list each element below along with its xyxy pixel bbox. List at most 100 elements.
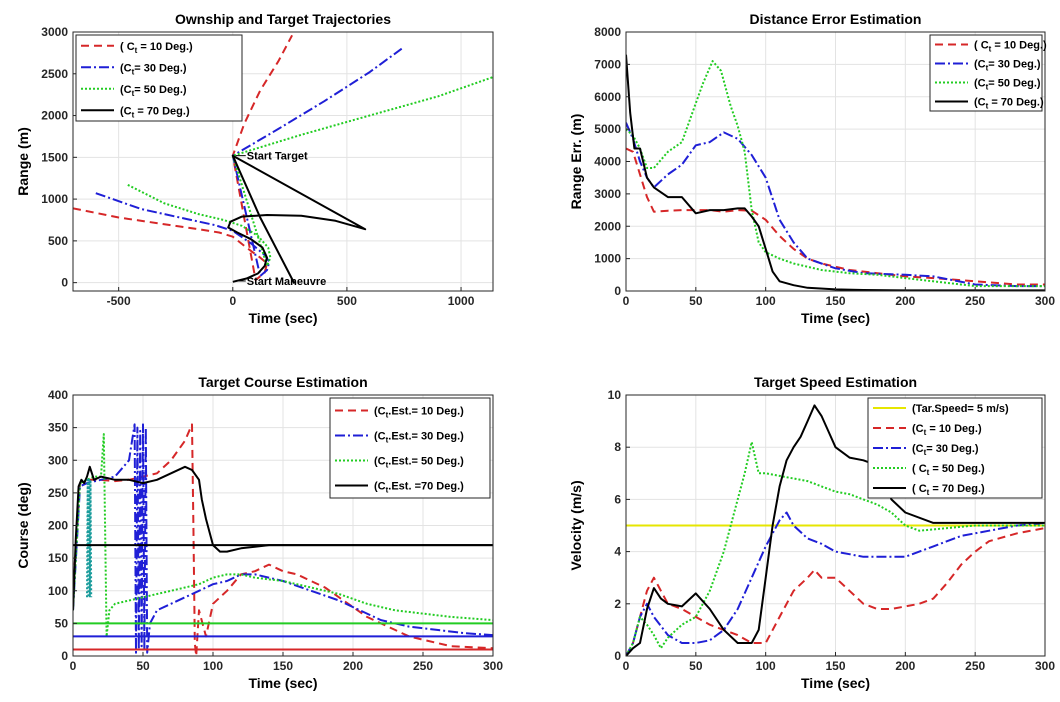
x-tick-label: 100	[756, 659, 776, 673]
x-tick-label: 1000	[448, 294, 475, 308]
legend-label-text: (C	[374, 456, 386, 468]
legend-label-subscript: t	[986, 83, 989, 92]
y-tick-label: 300	[48, 453, 68, 467]
legend-label-subscript: t	[132, 89, 135, 98]
legend-label: (Tar.Speed= 5 m/s)	[912, 403, 1009, 415]
series-line-4	[73, 465, 493, 611]
y-tick-label: 7000	[594, 57, 621, 71]
legend-label-text: (C	[912, 443, 924, 455]
x-tick-label: 50	[689, 294, 703, 308]
chart-3: 0 50 100 150 200 250 300 0 50 100 150 200 250 300 350 4…	[15, 374, 503, 691]
legend-label-text: (C	[120, 105, 132, 117]
y-tick-label: 10	[608, 388, 622, 402]
legend-label: (Ct.Est. =70 Deg.)	[374, 481, 464, 495]
x-tick-label: 200	[895, 659, 915, 673]
legend-label-text: = 70 Deg.)	[988, 97, 1044, 109]
legend-label-text: (C	[374, 406, 386, 418]
legend-label: (Ct = 70 Deg.)	[974, 97, 1044, 111]
y-tick-label: 0	[61, 276, 68, 290]
y-tick-label: 0	[614, 284, 621, 298]
x-tick-label: 250	[413, 659, 433, 673]
x-tick-label: 50	[136, 659, 150, 673]
legend-label-text: (C	[374, 481, 386, 493]
chart-2: 0 50 100 150 200 250 3000100020003000400050006…	[568, 11, 1055, 326]
chart-title: Distance Error Estimation	[750, 11, 922, 27]
y-axis-label: Range Err. (m)	[568, 114, 584, 210]
y-tick-label: 3000	[41, 25, 68, 39]
legend-label: ( Ct = 10 Deg.)	[974, 40, 1047, 54]
legend-label: (Ct= 30 Deg.)	[912, 443, 979, 457]
legend-label-subscript: t	[386, 411, 389, 420]
legend-label: (Ct= 50 Deg.)	[974, 78, 1041, 92]
legend-label-text: ( C	[120, 41, 135, 53]
legend-label-text: ( C	[974, 40, 989, 52]
legend-label-text: = 10 Deg.)	[991, 40, 1047, 52]
y-tick-label: 5000	[594, 122, 621, 136]
legend-label-text: = 30 Deg.)	[134, 62, 187, 74]
legend-label-text: ( C	[912, 483, 927, 495]
x-tick-label: 250	[965, 294, 985, 308]
y-tick-label: 8000	[594, 25, 621, 39]
legend-label-text: .Est. =70 Deg.)	[388, 481, 464, 493]
series-line-3	[626, 511, 1045, 656]
legend-label-text: = 50 Deg.)	[929, 463, 985, 475]
chart-title: Target Speed Estimation	[754, 374, 917, 390]
legend-box	[929, 34, 1043, 112]
y-tick-label: 250	[48, 486, 68, 500]
legend-label-text: (C	[120, 84, 132, 96]
x-tick-label: 0	[623, 294, 630, 308]
x-axis-label: Time (sec)	[801, 310, 870, 326]
y-tick-label: 400	[48, 388, 68, 402]
y-tick-label: 200	[48, 519, 68, 533]
legend-label-text: = 10 Deg.)	[137, 41, 193, 53]
legend-label: (Ct= 30 Deg.)	[120, 62, 187, 76]
legend: (Tar.Speed= 5 m/s)(Ct = 10 Deg.)(Ct= 30 …	[867, 397, 1043, 499]
legend-label-subscript: t	[386, 461, 389, 470]
x-tick-label: 0	[229, 294, 236, 308]
x-tick-label: 500	[337, 294, 357, 308]
y-tick-label: 0	[61, 649, 68, 663]
legend-label-text: = 10 Deg.)	[926, 423, 982, 435]
legend-label-subscript: t	[924, 428, 927, 437]
series-line-5	[86, 478, 93, 599]
legend-label-subscript: t	[927, 488, 930, 497]
legend-label-subscript: t	[386, 436, 389, 445]
x-tick-label: 100	[756, 294, 776, 308]
legend: ( Ct = 10 Deg.)(Ct= 30 Deg.)(Ct= 50 Deg.…	[929, 34, 1047, 112]
legend-label-text: .Est.= 30 Deg.)	[388, 431, 464, 443]
legend-label: (Ct = 70 Deg.)	[120, 105, 190, 119]
y-tick-label: 4000	[594, 155, 621, 169]
chart-4: 0 50 100 150 200 250 300 0 2 4 6 8 10 Target Speed Es…	[568, 374, 1055, 691]
legend-label-text: = 70 Deg.)	[134, 105, 190, 117]
legend-label-text: (C	[120, 62, 132, 74]
legend-label-text: (C	[974, 59, 986, 71]
x-axis-label: Time (sec)	[801, 675, 870, 691]
x-tick-label: 100	[203, 659, 223, 673]
legend-label: (Ct.Est.= 50 Deg.)	[374, 456, 464, 470]
x-tick-label: 250	[965, 659, 985, 673]
x-tick-label: 150	[825, 294, 845, 308]
legend-label: ( Ct = 70 Deg.)	[912, 483, 985, 497]
y-tick-label: 1000	[594, 252, 621, 266]
x-tick-label: 300	[1035, 294, 1055, 308]
annotation-2: Start Maneuvre	[247, 276, 326, 288]
legend-label-subscript: t	[386, 486, 389, 495]
series-group	[73, 34, 493, 284]
x-tick-label: 0	[623, 659, 630, 673]
legend-label-subscript: t	[924, 448, 927, 457]
y-tick-label: 500	[48, 234, 68, 248]
legend-label: (Ct= 30 Deg.)	[974, 59, 1041, 73]
x-axis-label: Time (sec)	[249, 675, 318, 691]
y-tick-label: 1500	[41, 150, 68, 164]
x-tick-label: 150	[273, 659, 293, 673]
chart-title: Ownship and Target Trajectories	[175, 11, 391, 27]
y-tick-label: 150	[48, 551, 68, 565]
legend-label-subscript: t	[135, 46, 138, 55]
y-tick-label: 2000	[594, 219, 621, 233]
chart-title: Target Course Estimation	[198, 374, 367, 390]
series-line-2	[626, 527, 1045, 656]
x-tick-label: 200	[895, 294, 915, 308]
x-tick-label: 0	[70, 659, 77, 673]
legend-label-subscript: t	[132, 67, 135, 76]
legend-label-text: .Est.= 10 Deg.)	[388, 406, 464, 418]
